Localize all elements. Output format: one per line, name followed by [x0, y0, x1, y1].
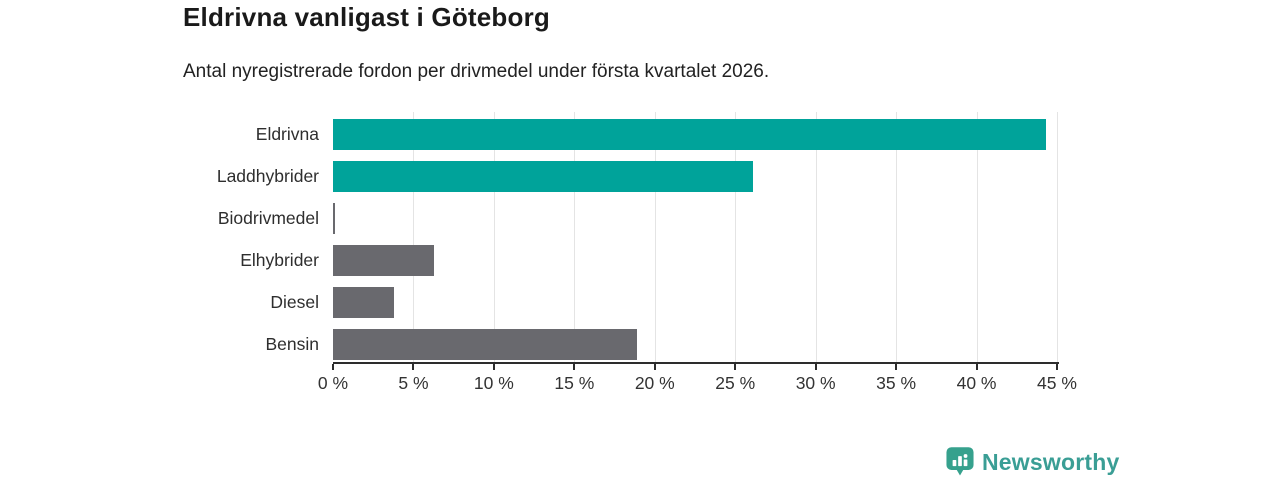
chart-subtitle: Antal nyregistrerade fordon per drivmede… [183, 61, 770, 82]
gridline [493, 112, 495, 363]
x-tick-mark [814, 364, 817, 370]
x-tick-label: 0 % [317, 373, 349, 393]
x-tick-mark [332, 364, 334, 370]
x-tick-mark [492, 364, 495, 370]
x-tick-mark [975, 364, 978, 370]
x-tick-label: 40 % [956, 373, 997, 393]
x-tick-mark [573, 364, 576, 370]
gridline [976, 112, 978, 363]
category-label: Biodrivmedel [217, 207, 319, 228]
x-tick-label: 20 % [634, 373, 675, 393]
x-tick-label: 5 % [398, 373, 429, 393]
gridline [896, 112, 898, 363]
gridline [654, 112, 656, 363]
gridline [574, 112, 576, 363]
bar-laddhybrider [333, 160, 753, 192]
x-tick-label: 35 % [876, 373, 917, 393]
x-tick-mark [1056, 364, 1058, 370]
bar-biodrivmedel [333, 202, 335, 234]
x-tick-mark [734, 364, 737, 370]
category-label: Elhybrider [240, 249, 319, 270]
logo-text: Newsworthy [982, 448, 1120, 475]
y-axis-labels: Eldrivna Laddhybrider Biodrivmedel Elhybrid… [0, 112, 319, 363]
bar-diesel [333, 286, 395, 318]
bar-elhybrider [333, 244, 435, 276]
gridline [815, 112, 817, 363]
gridline [413, 112, 415, 363]
bar-bensin [333, 328, 638, 360]
x-tick-label: 15 % [554, 373, 595, 393]
x-tick-mark [412, 364, 415, 370]
category-label: Diesel [270, 291, 319, 312]
newsworthy-logo: Newsworthy [945, 446, 1119, 478]
x-tick-label: 10 % [473, 373, 514, 393]
chart-title: Eldrivna vanligast i Göteborg [183, 2, 550, 32]
bar-eldrivna [333, 119, 1046, 150]
x-tick-label: 30 % [795, 373, 836, 393]
x-tick-label: 25 % [715, 373, 756, 393]
bar-chart-pin-icon [946, 447, 974, 476]
gridline [735, 112, 737, 363]
category-label: Eldrivna [255, 124, 319, 144]
category-label: Bensin [265, 333, 319, 354]
gridline [1057, 112, 1058, 363]
x-axis-ticks: 0 % 5 % 10 % 15 % 20 % 25 % 30 % 35 % 40 % 45 % [318, 362, 1077, 402]
x-axis-line [333, 362, 1059, 364]
x-tick-mark [895, 364, 898, 370]
plot-area [333, 112, 1058, 363]
x-tick-mark [653, 364, 656, 370]
category-label: Laddhybrider [216, 165, 319, 186]
x-tick-label: 45 % [1037, 373, 1077, 393]
